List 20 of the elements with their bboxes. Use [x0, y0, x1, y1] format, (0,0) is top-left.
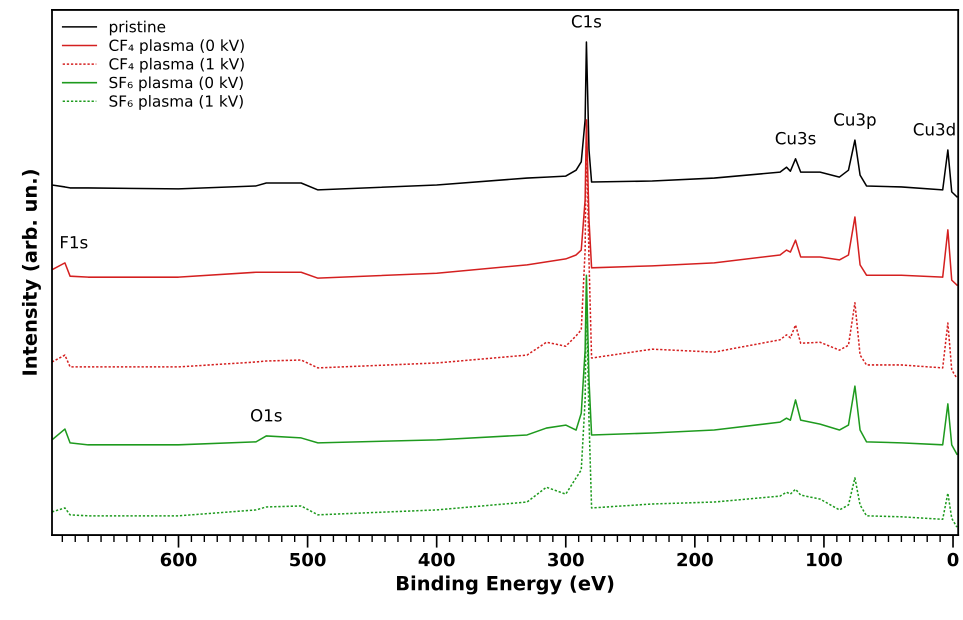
x-tick-label: 100 [807, 552, 842, 566]
x-tick-label: 200 [677, 552, 713, 566]
annotation: Cu3p [834, 113, 876, 129]
annotation: F1s [60, 236, 88, 249]
x-tick-label: 0 [948, 552, 958, 566]
legend-label: SF₆ plasma (1 kV) [110, 95, 243, 110]
annotation: Cu3d [914, 122, 955, 136]
x-tick-label: 500 [290, 552, 326, 566]
legend-label: CF₄ plasma (1 kV) [109, 58, 244, 73]
legend-label: SF₆ plasma (0 kV) [110, 76, 243, 92]
x-tick-label: 300 [548, 552, 584, 566]
legend-label: pristine [110, 20, 166, 36]
annotation: C1s [572, 15, 602, 28]
x-axis-title: Binding Energy (eV) [397, 575, 614, 594]
annotation: O1s [251, 409, 282, 422]
x-tick-label: 600 [160, 552, 196, 566]
legend-label: CF₄ plasma (0 kV) [109, 39, 244, 54]
y-axis-title: Intensity (arb. un.) [22, 170, 41, 375]
x-tick-label: 400 [418, 552, 455, 566]
annotation: Cu3s [776, 132, 816, 144]
